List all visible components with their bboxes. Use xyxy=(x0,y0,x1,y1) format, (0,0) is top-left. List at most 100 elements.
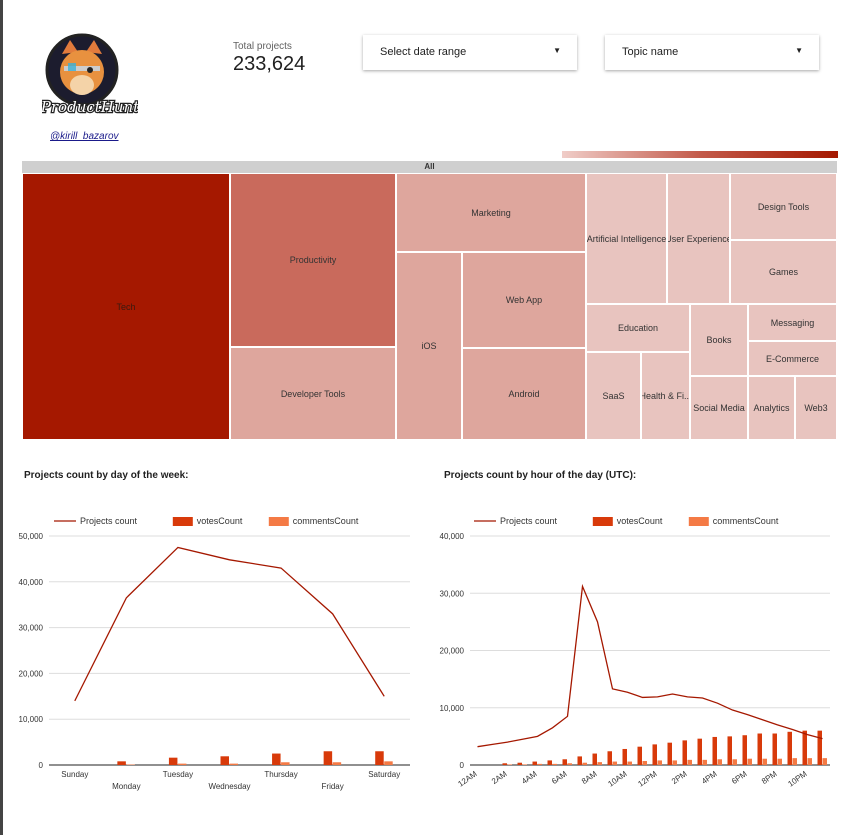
projects-count-line xyxy=(74,546,385,702)
comments-bar xyxy=(762,758,767,765)
votes-bar xyxy=(517,762,522,765)
page-left-border xyxy=(0,0,3,835)
topic-name-label: Topic name xyxy=(622,46,679,58)
votes-bar xyxy=(772,733,777,765)
treemap-cell-e-commerce[interactable]: E-Commerce xyxy=(748,341,837,376)
votes-bar xyxy=(652,744,657,765)
treemap-cell-social-media[interactable]: Social Media xyxy=(690,376,748,440)
votes-bar xyxy=(667,742,672,765)
treemap-cell-developer-tools[interactable]: Developer Tools xyxy=(230,347,396,440)
comments-bar xyxy=(702,759,707,765)
comments-bar xyxy=(687,759,692,765)
legend-bar-swatch xyxy=(268,517,289,526)
treemap-cell-health-fi[interactable]: Health & Fi... xyxy=(641,352,690,440)
x-tick-label: Thursday xyxy=(264,770,297,779)
votes-bar xyxy=(547,760,552,765)
projects-count-line xyxy=(477,583,823,748)
x-tick-label: 2PM xyxy=(670,769,689,786)
comments-bar xyxy=(807,758,812,765)
votes-bar xyxy=(117,761,126,765)
legend-label: Projects count xyxy=(500,516,558,526)
votes-bar xyxy=(577,756,582,765)
x-tick-label: 10AM xyxy=(606,769,629,789)
votes-bar xyxy=(757,733,762,765)
topic-name-dropdown[interactable]: Topic name ▼ xyxy=(605,35,819,70)
x-tick-label: 2AM xyxy=(490,769,509,786)
treemap-cell-ios[interactable]: iOS xyxy=(396,252,462,440)
legend-bar-swatch xyxy=(172,517,193,526)
y-tick-label: 30,000 xyxy=(440,589,465,598)
treemap-cell-marketing[interactable]: Marketing xyxy=(396,173,586,252)
votes-bar xyxy=(682,740,687,765)
comments-bar xyxy=(582,762,587,765)
y-tick-label: 0 xyxy=(39,761,44,770)
votes-bar xyxy=(375,751,384,765)
treemap-cell-messaging[interactable]: Messaging xyxy=(748,304,837,341)
date-range-dropdown[interactable]: Select date range ▼ xyxy=(363,35,577,70)
treemap-cell-books[interactable]: Books xyxy=(690,304,748,376)
y-tick-label: 20,000 xyxy=(19,669,44,678)
treemap-cell-artificial-intelligence[interactable]: Artificial Intelligence xyxy=(586,173,667,304)
votes-bar xyxy=(502,763,507,765)
votes-bar xyxy=(787,731,792,765)
y-tick-label: 40,000 xyxy=(19,578,44,587)
treemap-cell-design-tools[interactable]: Design Tools xyxy=(730,173,837,240)
topic-treemap: Tech Productivity Developer Tools Marketing… xyxy=(22,173,837,440)
treemap-cell-web-app[interactable]: Web App xyxy=(462,252,586,348)
treemap-cell-productivity[interactable]: Productivity xyxy=(230,173,396,347)
treemap-color-scale xyxy=(562,151,838,158)
x-tick-label: 4AM xyxy=(520,769,539,786)
chart-svg: Projects count votesCount commentsCount 0 10… xyxy=(440,516,830,789)
votes-bar xyxy=(562,759,567,765)
author-handle-link[interactable]: @kirill_bazarov xyxy=(50,131,119,142)
x-tick-label: Sunday xyxy=(61,770,88,779)
comments-bar xyxy=(717,759,722,765)
treemap-cell-web3[interactable]: Web3 xyxy=(795,376,837,440)
votes-bar xyxy=(622,748,627,765)
treemap-cell-analytics[interactable]: Analytics xyxy=(748,376,795,440)
votes-bar xyxy=(727,736,732,765)
x-tick-label: Monday xyxy=(112,782,140,791)
svg-text:ProductHunt: ProductHunt xyxy=(42,98,138,116)
x-tick-label: 12AM xyxy=(456,769,479,789)
treemap-cell-games[interactable]: Games xyxy=(730,240,837,304)
caret-down-icon: ▼ xyxy=(795,46,803,55)
comments-bar xyxy=(792,758,797,765)
comments-bar xyxy=(597,762,602,765)
comments-bar xyxy=(732,759,737,765)
treemap-root-header[interactable]: All xyxy=(22,161,837,173)
comments-bar xyxy=(612,761,617,765)
comments-bar xyxy=(777,758,782,765)
treemap-cell-android[interactable]: Android xyxy=(462,348,586,440)
comments-bar xyxy=(657,760,662,765)
votes-bar xyxy=(712,736,717,765)
x-tick-label: 8PM xyxy=(760,769,779,786)
comments-bar xyxy=(567,763,572,765)
comments-bar xyxy=(229,763,238,765)
date-range-label: Select date range xyxy=(380,46,467,58)
comments-bar xyxy=(747,758,752,765)
x-tick-label: 4PM xyxy=(700,769,719,786)
treemap-cell-saas[interactable]: SaaS xyxy=(586,352,641,440)
comments-bar xyxy=(552,763,557,765)
x-tick-label: 10PM xyxy=(786,769,809,789)
treemap-cell-education[interactable]: Education xyxy=(586,304,690,352)
treemap-cell-tech[interactable]: Tech xyxy=(22,173,230,440)
votes-bar xyxy=(323,751,333,765)
comments-bar xyxy=(384,761,393,765)
y-tick-label: 40,000 xyxy=(440,532,465,541)
comments-bar xyxy=(642,760,647,765)
votes-bar xyxy=(592,753,597,765)
legend-label: Projects count xyxy=(80,516,138,526)
votes-bar xyxy=(697,738,702,765)
total-projects-value: 233,624 xyxy=(233,53,306,75)
hour-chart-title: Projects count by hour of the day (UTC): xyxy=(444,470,637,481)
y-tick-label: 0 xyxy=(460,761,465,770)
hour-chart: Projects count votesCount commentsCount 0 10… xyxy=(430,505,840,805)
x-tick-label: Friday xyxy=(322,782,344,791)
weekday-chart: Projects count votesCount commentsCount 0 10… xyxy=(10,505,420,805)
x-tick-label: 6AM xyxy=(550,769,569,786)
votes-bar xyxy=(272,753,281,765)
y-tick-label: 10,000 xyxy=(19,715,44,724)
treemap-cell-user-experience[interactable]: User Experience xyxy=(667,173,730,304)
